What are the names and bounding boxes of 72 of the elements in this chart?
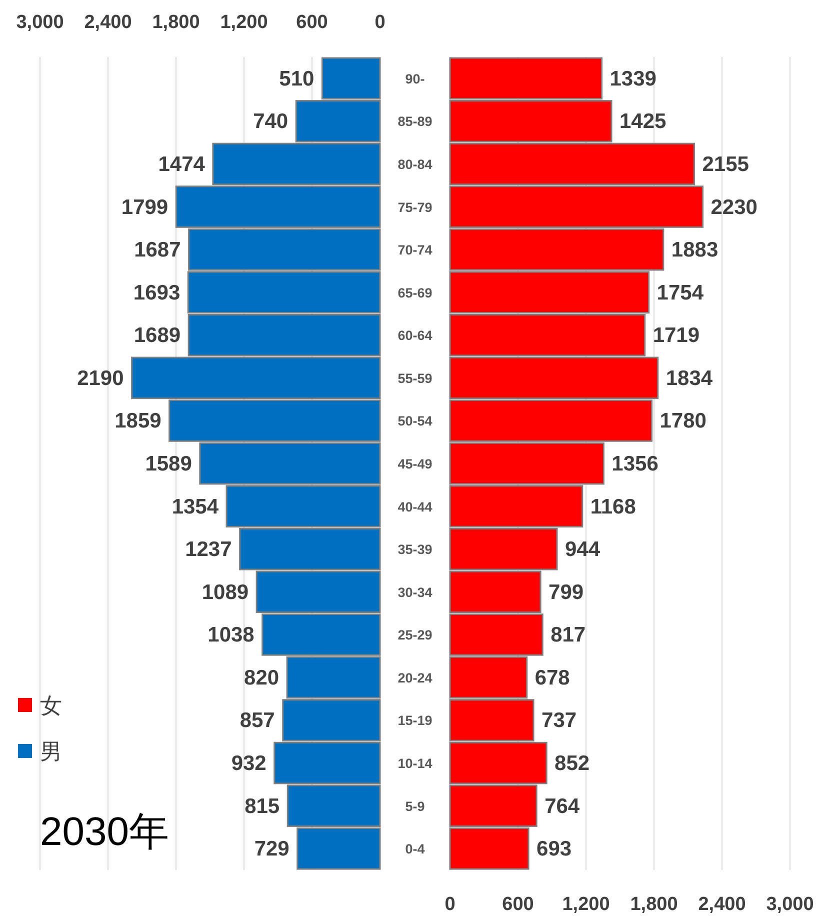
- data-label: 1237: [185, 538, 232, 562]
- y-tick-label: 40-44: [398, 499, 433, 514]
- x-tick-label: 600: [502, 894, 534, 915]
- x-tick-label: 3,000: [16, 12, 64, 33]
- data-label: 1754: [656, 281, 704, 304]
- data-label: 678: [534, 666, 570, 690]
- data-label: 1589: [145, 452, 192, 476]
- y-tick-label: 75-79: [398, 200, 432, 215]
- y-tick-label: 10-14: [398, 756, 433, 772]
- x-tick-label: 2,400: [84, 12, 132, 33]
- x-tick-label: 0: [444, 894, 456, 915]
- y-tick-label: 80-84: [398, 156, 433, 172]
- y-tick-label: 5-9: [405, 798, 425, 814]
- legend-label: 男: [40, 739, 62, 764]
- data-label: 932: [231, 752, 266, 776]
- data-label: 693: [536, 838, 572, 861]
- data-label: 1883: [671, 238, 718, 262]
- x-tick-label: 2,400: [698, 894, 746, 915]
- y-tick-label: 30-34: [398, 584, 433, 600]
- data-label: 1780: [660, 410, 706, 433]
- data-label: 1354: [172, 495, 219, 518]
- y-tick-label: 70-74: [398, 242, 433, 258]
- x-tick-label: 1,200: [562, 894, 610, 915]
- x-tick-label: 600: [296, 12, 328, 33]
- data-label: 1474: [158, 152, 206, 176]
- data-label: 764: [544, 794, 580, 818]
- data-label: 1339: [610, 67, 656, 90]
- data-label: 510: [279, 67, 314, 90]
- y-tick-label: 25-29: [398, 628, 432, 643]
- data-label: 1356: [612, 452, 658, 476]
- data-label: 729: [254, 838, 290, 861]
- data-label: 1719: [652, 324, 700, 348]
- y-tick-label: 85-89: [398, 114, 432, 130]
- data-label: 1693: [133, 281, 180, 304]
- data-label: 857: [240, 709, 275, 732]
- y-tick-label: 20-24: [398, 670, 433, 686]
- data-label: 1089: [202, 580, 249, 604]
- data-label: 2155: [702, 152, 750, 176]
- x-tick-label: 3,000: [766, 894, 814, 915]
- data-label: 1799: [121, 196, 168, 219]
- x-tick-label: 1,800: [630, 894, 678, 915]
- data-label: 815: [244, 794, 280, 818]
- data-label: 1425: [620, 110, 667, 134]
- data-label: 2190: [77, 366, 124, 390]
- x-tick-label: 1,200: [220, 12, 268, 33]
- data-label: 799: [548, 580, 584, 604]
- x-tick-label: 1,800: [152, 12, 200, 33]
- data-label: 1834: [666, 366, 713, 390]
- data-label: 852: [554, 752, 590, 776]
- annotation: 2030年: [40, 810, 169, 854]
- y-tick-label: 0-4: [405, 842, 426, 857]
- y-tick-label: 35-39: [398, 542, 432, 558]
- data-label: 944: [564, 538, 600, 562]
- y-tick-label: 55-59: [398, 370, 432, 386]
- y-tick-label: 45-49: [398, 456, 432, 472]
- y-tick-label: 65-69: [398, 285, 432, 300]
- y-tick-label: 90-: [405, 71, 425, 86]
- data-label: 1859: [114, 410, 162, 433]
- data-label: 737: [542, 709, 577, 732]
- data-label: 1168: [590, 495, 636, 518]
- data-label: 2230: [710, 196, 758, 219]
- x-tick-label: 0: [374, 12, 386, 33]
- data-label: 817: [550, 624, 586, 647]
- data-label: 740: [253, 110, 288, 134]
- y-tick-label: 50-54: [398, 414, 433, 429]
- legend: 女 男: [18, 693, 62, 764]
- y-tick-label: 15-19: [398, 713, 432, 728]
- data-label: 820: [244, 666, 280, 690]
- y-tick-label: 60-64: [398, 328, 433, 344]
- data-label: 1038: [208, 624, 255, 647]
- data-label: 1687: [134, 238, 181, 262]
- data-label: 1689: [134, 324, 181, 348]
